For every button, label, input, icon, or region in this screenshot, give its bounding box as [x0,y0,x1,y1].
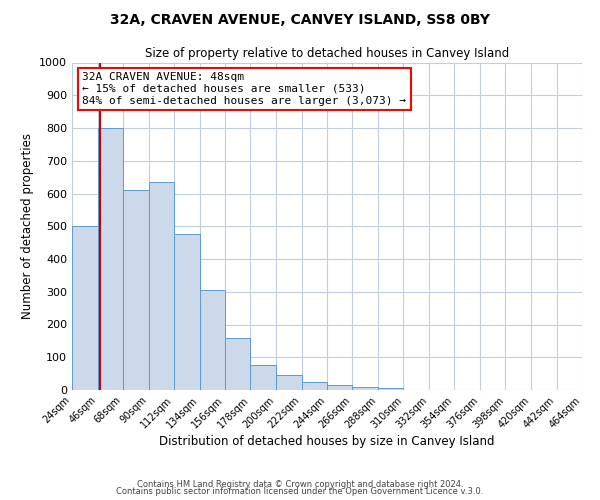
Bar [225,338,251,390]
Bar [378,388,403,390]
Bar [97,128,123,390]
Bar [149,182,174,390]
Text: Contains public sector information licensed under the Open Government Licence v.: Contains public sector information licen… [116,488,484,496]
Bar [302,382,327,390]
Y-axis label: Number of detached properties: Number of detached properties [20,133,34,320]
Bar [174,234,199,390]
Bar [352,386,378,390]
Text: 32A, CRAVEN AVENUE, CANVEY ISLAND, SS8 0BY: 32A, CRAVEN AVENUE, CANVEY ISLAND, SS8 0… [110,12,490,26]
Bar [72,226,97,390]
Bar [327,385,352,390]
Title: Size of property relative to detached houses in Canvey Island: Size of property relative to detached ho… [145,47,509,60]
Text: Contains HM Land Registry data © Crown copyright and database right 2024.: Contains HM Land Registry data © Crown c… [137,480,463,489]
Bar [251,366,276,390]
Text: 32A CRAVEN AVENUE: 48sqm
← 15% of detached houses are smaller (533)
84% of semi-: 32A CRAVEN AVENUE: 48sqm ← 15% of detach… [82,72,406,106]
Bar [123,190,149,390]
Bar [199,290,225,390]
Bar [276,374,302,390]
X-axis label: Distribution of detached houses by size in Canvey Island: Distribution of detached houses by size … [159,436,495,448]
